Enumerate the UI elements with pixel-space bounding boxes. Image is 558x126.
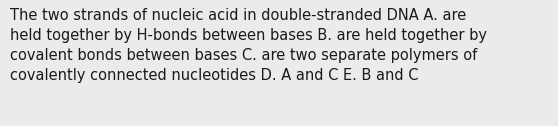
Text: The two strands of nucleic acid in double-stranded DNA A. are
held together by H: The two strands of nucleic acid in doubl… — [10, 8, 487, 83]
